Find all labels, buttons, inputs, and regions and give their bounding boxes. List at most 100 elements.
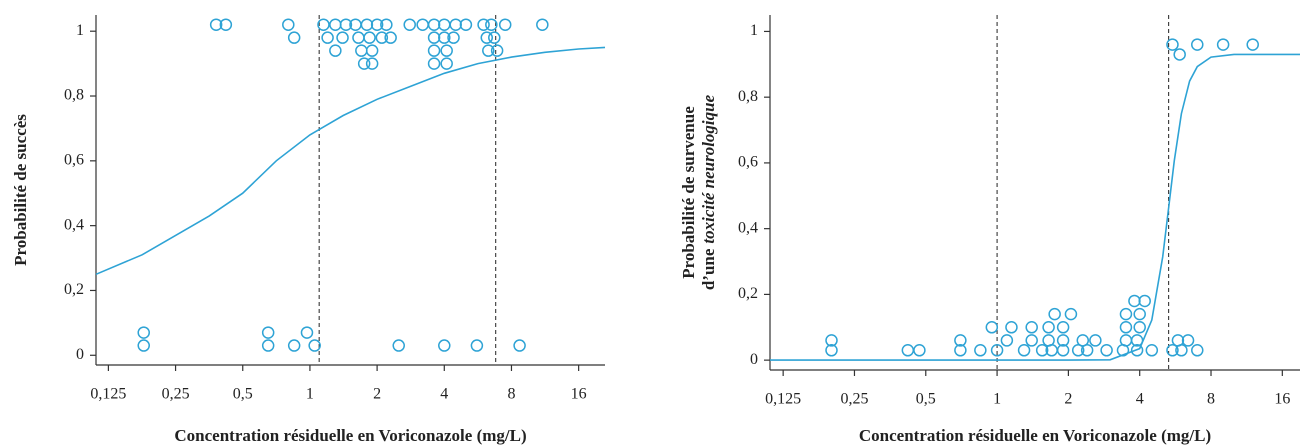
y-tick-label: 0 (76, 346, 84, 363)
data-point (440, 57, 453, 70)
x-tick-label: 0,125 (90, 386, 126, 403)
y-tick-label: 1 (750, 22, 758, 39)
y-axis-title: d’une toxicité neurologique (699, 94, 718, 290)
data-point (1138, 294, 1151, 308)
data-point (380, 18, 393, 31)
y-tick-label: 0 (750, 351, 758, 368)
data-point (357, 57, 371, 70)
data-point (329, 18, 342, 31)
data-point (825, 344, 838, 357)
data-point (438, 339, 451, 352)
data-point (954, 344, 967, 357)
x-tick-label: 1 (993, 391, 1001, 408)
y-tick-label: 0,8 (64, 87, 84, 104)
data-point (287, 31, 301, 44)
panel: 0 0,2 0,4 0,6 0,8 1 0,125 0,25 0,5 1 2 4 8 16 Concentr… (679, 15, 1300, 445)
data-point (438, 31, 451, 44)
data-point (974, 344, 987, 357)
x-tick-label: 8 (507, 386, 515, 403)
data-point (427, 18, 441, 31)
data-point (336, 31, 349, 44)
data-point (1042, 334, 1055, 347)
data-point (1119, 307, 1133, 321)
x-tick-label: 16 (1274, 391, 1290, 408)
data-point (513, 339, 526, 352)
data-point (209, 18, 223, 31)
data-point (447, 31, 460, 44)
data-point (1048, 307, 1061, 321)
data-point (985, 321, 999, 334)
x-tick-label: 0,25 (840, 391, 868, 408)
data-point (459, 18, 473, 31)
data-point (427, 57, 441, 70)
data-point (427, 44, 441, 57)
data-point (1056, 321, 1070, 334)
data-point (1042, 321, 1055, 334)
data-point (365, 44, 379, 57)
data-point (363, 31, 376, 44)
x-tick-label: 8 (1207, 391, 1215, 408)
x-tick-label: 2 (373, 386, 381, 403)
y-tick-label: 0,6 (64, 152, 84, 169)
panel: 0 0,2 0,4 0,6 0,8 1 0,125 0,25 0,5 1 2 4 8 16 Concentr… (11, 15, 606, 445)
data-point (1035, 344, 1049, 357)
data-point (825, 334, 838, 347)
fitted-curve (95, 46, 606, 276)
data-point (375, 31, 389, 44)
data-point (477, 18, 490, 31)
data-point (1025, 321, 1038, 334)
data-point (1064, 307, 1078, 321)
y-tick-label: 0,2 (738, 285, 758, 302)
data-point (536, 18, 549, 31)
y-axis-title: Probabilité de survenue (679, 106, 698, 279)
data-point (137, 339, 150, 352)
data-point (308, 339, 321, 352)
y-tick-label: 0,4 (738, 219, 758, 236)
data-point (440, 44, 453, 57)
data-point (1191, 344, 1204, 357)
data-point (490, 44, 504, 57)
x-tick-label: 0,5 (916, 391, 936, 408)
data-point (1191, 38, 1204, 51)
y-axis-title-part: Probabilité de succès (11, 114, 30, 266)
data-point (1128, 294, 1141, 308)
data-point (1017, 344, 1031, 357)
data-point (1119, 334, 1133, 347)
data-point (360, 18, 374, 31)
x-tick-label: 2 (1064, 391, 1072, 408)
data-point (1056, 344, 1070, 357)
data-point (282, 18, 295, 31)
data-point (488, 31, 501, 44)
y-axis-title: Probabilité de succès (11, 114, 30, 266)
data-point (261, 326, 275, 339)
x-tick-label: 0,125 (765, 391, 801, 408)
y-tick-label: 0,4 (64, 216, 84, 233)
data-point (1216, 38, 1230, 51)
data-point (1119, 321, 1133, 334)
y-tick-label: 1 (76, 22, 84, 39)
x-tick-label: 4 (440, 386, 448, 403)
data-point (1166, 38, 1179, 51)
data-point (137, 326, 150, 339)
data-point (1133, 307, 1146, 321)
fitted-curve (770, 53, 1300, 361)
data-point (1130, 334, 1144, 347)
x-tick-label: 4 (1136, 391, 1144, 408)
data-point (287, 339, 301, 352)
y-axis-title-part: d’une (699, 248, 718, 290)
y-tick-label: 0,2 (64, 281, 84, 298)
data-point (470, 339, 484, 352)
data-point (1246, 38, 1259, 51)
data-point (1166, 344, 1179, 357)
x-tick-label: 16 (571, 386, 587, 403)
data-point (1071, 344, 1085, 357)
x-tick-label: 0,25 (162, 386, 190, 403)
y-axis-title-part: toxicité neurologique (699, 94, 718, 243)
data-point (219, 18, 233, 31)
data-point (1025, 334, 1038, 347)
data-point (339, 18, 353, 31)
data-point (403, 18, 416, 31)
data-point (1173, 48, 1186, 61)
y-tick-label: 0,6 (738, 154, 758, 171)
data-point (480, 31, 494, 44)
